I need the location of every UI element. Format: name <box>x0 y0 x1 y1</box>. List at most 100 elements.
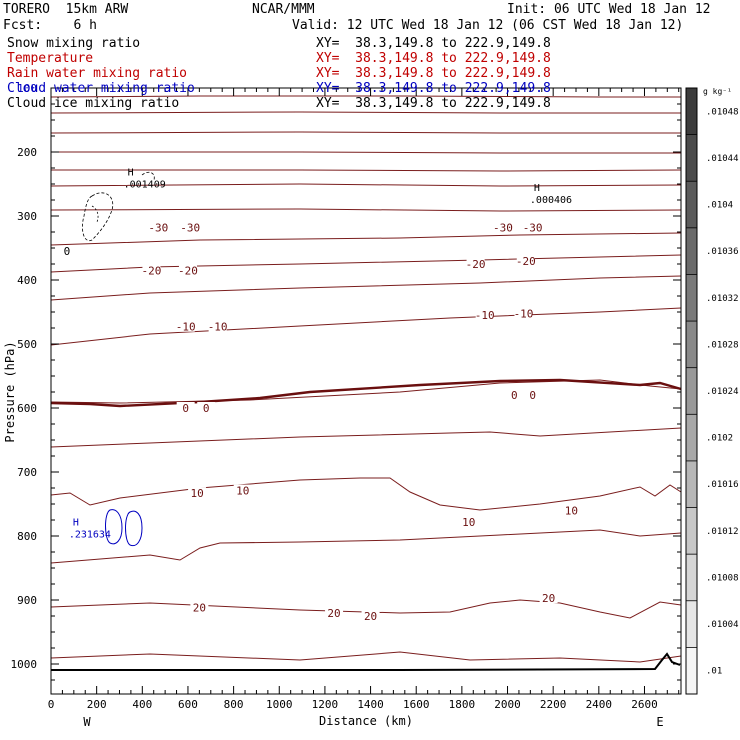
colorbar-segment <box>686 600 697 648</box>
isotherm-label: 0 <box>529 389 536 402</box>
isotherm-label: 10 <box>462 516 475 529</box>
cloud-water-contours <box>105 509 143 547</box>
colorbar-frame <box>685 87 698 695</box>
isotherm-line <box>50 208 682 212</box>
model-title: TORERO 15km ARW <box>3 2 129 17</box>
isotherm-label-bg <box>361 610 380 621</box>
isotherm-labels: -30 -30 -30 -30-20 -20 -20 -20-10 -10-10 -100 00 0… <box>64 221 581 623</box>
isotherm-label-bg <box>176 320 195 332</box>
colorbar-segment <box>686 554 697 601</box>
isotherm-label: 10 <box>236 485 249 498</box>
x-end-label-west: W <box>83 715 91 729</box>
colorbar-segment <box>686 460 697 508</box>
isotherm-label: 0 <box>182 402 189 415</box>
field-xy-temperature: XY= 38.3,149.8 to 222.9,149.8 <box>316 51 551 66</box>
plot-axes: 0 200 400 600 800 1000 1200 1400 1600 1800 2000 220… <box>3 82 682 729</box>
x-tick-label: 2200 <box>540 698 567 711</box>
isotherm-label-bg <box>523 221 542 233</box>
isotherm-label: -10 <box>514 307 534 320</box>
terrain-surface <box>51 652 681 671</box>
x-tick-label: 1400 <box>357 698 384 711</box>
isotherm-label-bg <box>208 320 227 332</box>
colorbar-segment <box>686 227 697 275</box>
isotherm-label-bg <box>188 487 207 499</box>
isotherm-label: 10 <box>565 504 578 517</box>
center-name: NCAR/MMM <box>252 2 315 17</box>
extremum-symbol: H <box>73 518 79 529</box>
x-tick-label: 1800 <box>449 698 476 711</box>
temperature-isotherms <box>50 95 682 663</box>
isotherm-label-bg <box>466 258 485 269</box>
cloud-water-contour <box>125 510 143 547</box>
isotherm-line <box>50 379 682 404</box>
extremum-value: .231634 <box>69 530 111 541</box>
isotherm-label: -30 <box>493 222 513 235</box>
extremum-value: .000406 <box>530 195 572 206</box>
isotherm-label-bg <box>178 264 197 276</box>
isotherm-line <box>51 151 681 154</box>
field-name-snow: Snow mixing ratio <box>7 36 141 51</box>
isotherm-line <box>50 95 681 98</box>
y-tick-label: 500 <box>17 338 37 351</box>
extremum-symbol: H <box>534 183 540 194</box>
x-tick-label: 800 <box>224 698 244 711</box>
isotherm-line <box>51 169 682 172</box>
snow-mixing-ratio-contours <box>82 171 155 242</box>
x-tick-label: 1000 <box>266 698 293 711</box>
snow-contour <box>82 192 114 242</box>
colorbar-label: .01 <box>706 667 722 677</box>
isotherm-line <box>50 232 682 246</box>
isotherm-label-bg <box>325 606 344 618</box>
isotherm-label-bg <box>149 221 168 233</box>
extremum-value: .001409 <box>124 180 166 191</box>
y-tick-label: 300 <box>17 210 37 223</box>
isotherm-label-bg <box>539 592 558 604</box>
isotherm-label-bg <box>516 254 535 266</box>
colorbar-segment <box>686 134 697 182</box>
colorbar-segment <box>686 181 697 228</box>
isotherm-line <box>50 477 682 511</box>
colorbar-label: .0104 <box>706 201 733 211</box>
isotherm-label: -20 <box>178 264 198 277</box>
isotherm-label-bg <box>459 515 478 527</box>
isotherm-label: -30 <box>523 222 543 235</box>
field-xy-snow: XY= 38.3,149.8 to 222.9,149.8 <box>316 36 551 51</box>
field-name-cloud-water: Cloud water mixing ratio <box>7 81 195 96</box>
extremum-symbol: H <box>128 168 134 179</box>
x-tick-label: 1600 <box>403 698 430 711</box>
isotherm-label: -30 <box>180 222 200 235</box>
isotherm-label-bg <box>190 601 209 613</box>
field-name-rain: Rain water mixing ratio <box>7 66 188 81</box>
x-tick-label: 2600 <box>631 698 658 711</box>
isotherm-line <box>50 131 681 134</box>
isotherm-label: -30 <box>148 222 168 235</box>
colorbar-label: .01036 <box>706 247 739 257</box>
colorbar-segment <box>686 367 697 415</box>
colorbar-label: .01032 <box>706 294 739 304</box>
y-tick-label: 800 <box>17 530 37 543</box>
isotherm-label-bg <box>142 264 161 276</box>
isotherm-label-bg <box>493 221 512 233</box>
isotherm-label: -10 <box>475 309 495 322</box>
y-tick-label: 700 <box>17 466 37 479</box>
x-axis-title: Distance (km) <box>319 714 413 728</box>
y-axis-title: Pressure (hPa) <box>3 341 17 442</box>
colorbar-segment <box>686 274 697 322</box>
forecast-hour: Fcst: 6 h <box>3 18 97 33</box>
colorbar: g kg⁻¹ .01048 .01044 .0104 .01036 .01032 .0102… <box>685 87 739 695</box>
colorbar-label: .01008 <box>706 573 739 583</box>
field-xy-cloud-ice: XY= 38.3,149.8 to 222.9,149.8 <box>316 96 551 111</box>
isotherm-label: 20 <box>364 610 377 623</box>
plot-frame <box>50 87 682 695</box>
isotherm-label: 20 <box>542 592 555 605</box>
isotherm-label-bg <box>562 504 581 516</box>
colorbar-label: .01028 <box>706 340 739 350</box>
x-tick-label: 400 <box>132 698 152 711</box>
ice-contour-label: 0 <box>64 245 71 258</box>
colorbar-segment <box>686 414 697 461</box>
field-xy-rain: XY= 38.3,149.8 to 222.9,149.8 <box>316 66 551 81</box>
x-tick-label: 2400 <box>586 698 613 711</box>
colorbar-label: .0102 <box>706 434 733 444</box>
snow-contour <box>91 205 99 223</box>
